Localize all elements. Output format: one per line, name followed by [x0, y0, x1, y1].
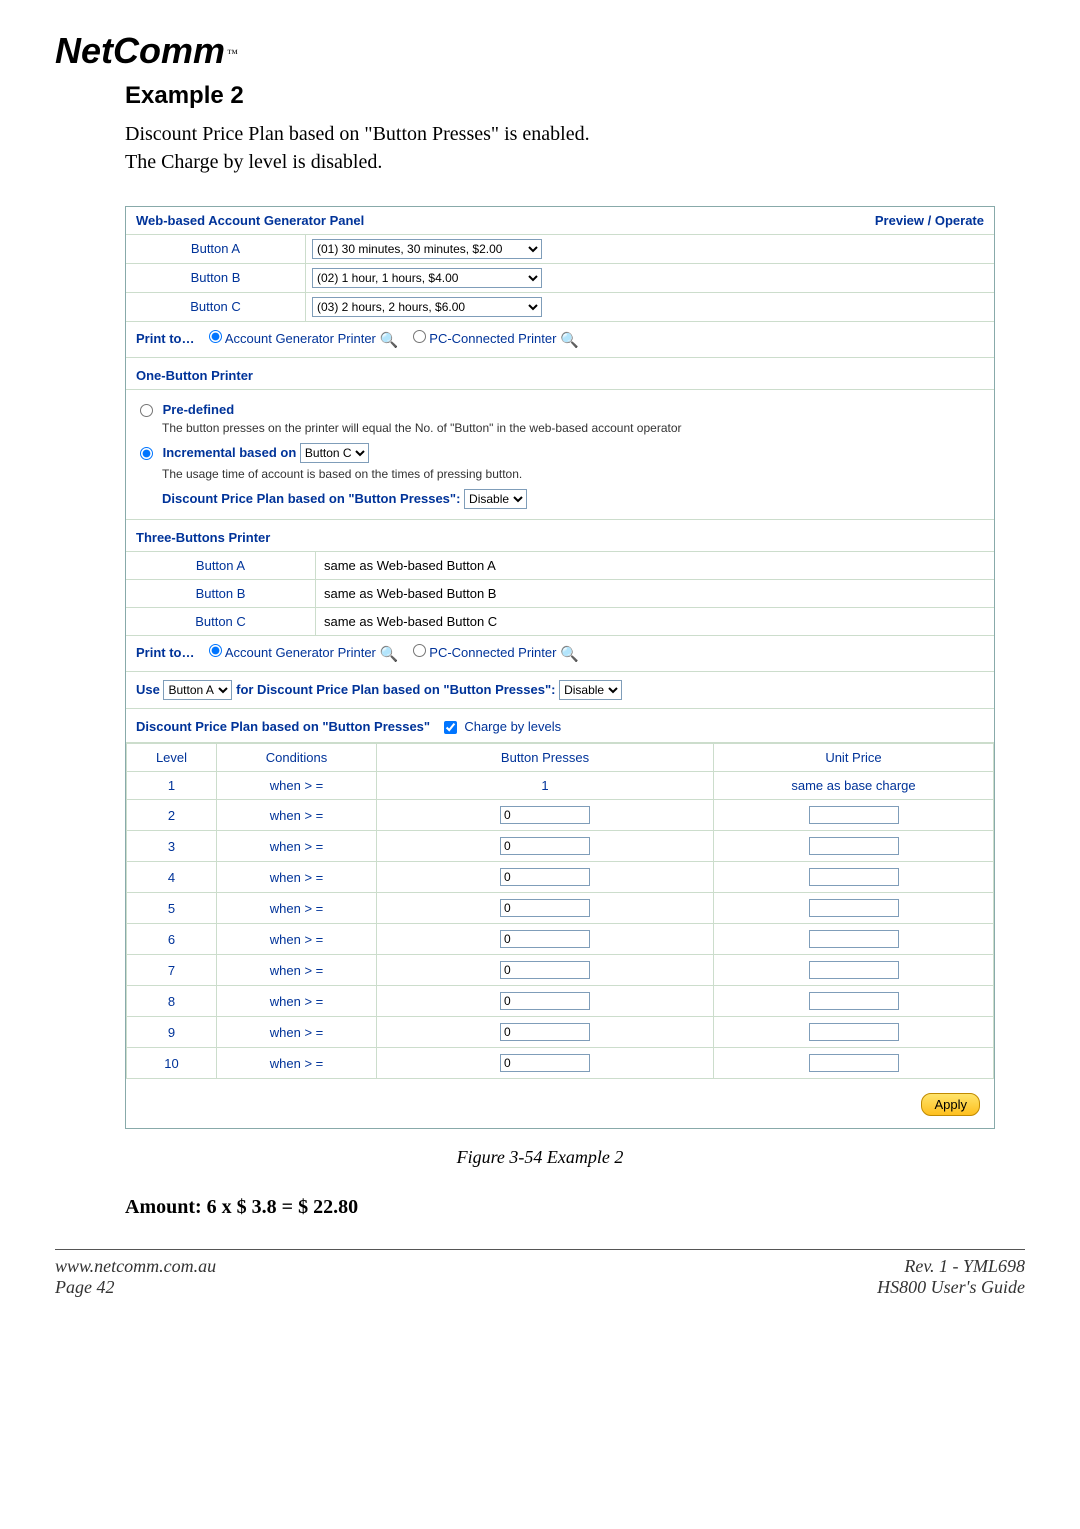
- col-price: Unit Price: [714, 744, 994, 772]
- button-a-label: Button A: [126, 235, 306, 263]
- one-btn-discount-select[interactable]: Disable: [464, 489, 527, 509]
- table-row: 4when > =: [127, 862, 994, 893]
- print-account-gen-radio[interactable]: [209, 330, 222, 343]
- presses-input[interactable]: [500, 899, 590, 917]
- three-a-val: same as Web-based Button A: [316, 552, 994, 579]
- incremental-label: Incremental based on: [163, 445, 297, 460]
- price-input[interactable]: [809, 899, 899, 917]
- three-print-pc-label: PC-Connected Printer: [429, 645, 556, 660]
- table-row: 9when > =: [127, 1017, 994, 1048]
- page-footer: www.netcomm.com.au Page 42 Rev. 1 - YML6…: [55, 1256, 1025, 1298]
- price-input[interactable]: [809, 837, 899, 855]
- footer-guide: HS800 User's Guide: [877, 1277, 1025, 1298]
- presses-input[interactable]: [500, 806, 590, 824]
- presses-input[interactable]: [500, 961, 590, 979]
- screenshot-panel: Web-based Account Generator Panel Previe…: [125, 206, 995, 1129]
- brand-logo: NetComm™: [55, 30, 1025, 72]
- search-icon[interactable]: 🔍: [560, 331, 579, 349]
- three-b-label: Button B: [126, 580, 316, 607]
- price-input[interactable]: [809, 868, 899, 886]
- table-row: 1 when > = 1 same as base charge: [127, 772, 994, 800]
- print-to-label: Print to…: [136, 331, 195, 346]
- col-level: Level: [127, 744, 217, 772]
- preview-operate-link[interactable]: Preview / Operate: [875, 213, 984, 228]
- heading-example: Example 2: [125, 82, 1025, 110]
- three-c-label: Button C: [126, 608, 316, 635]
- three-print-account-label: Account Generator Printer: [225, 645, 376, 660]
- logo-text: NetComm: [55, 30, 225, 72]
- levels-table: Level Conditions Button Presses Unit Pri…: [126, 743, 994, 1079]
- charge-by-levels-label: Charge by levels: [464, 719, 561, 734]
- price-input[interactable]: [809, 992, 899, 1010]
- panel-title: Web-based Account Generator Panel: [136, 213, 364, 228]
- presses-input[interactable]: [500, 868, 590, 886]
- table-row: 2when > =: [127, 800, 994, 831]
- button-b-select[interactable]: (02) 1 hour, 1 hours, $4.00: [312, 268, 542, 288]
- button-c-label: Button C: [126, 293, 306, 321]
- footer-divider: [55, 1249, 1025, 1250]
- logo-tm: ™: [227, 48, 238, 60]
- table-row: 10when > =: [127, 1048, 994, 1079]
- use-middle: for Discount Price Plan based on "Button…: [236, 682, 555, 697]
- intro-line-2: The Charge by level is disabled.: [125, 148, 1025, 176]
- print-account-gen-label: Account Generator Printer: [225, 331, 376, 346]
- price-input[interactable]: [809, 930, 899, 948]
- use-value-select[interactable]: Disable: [559, 680, 622, 700]
- presses-input[interactable]: [500, 1023, 590, 1041]
- predefined-desc: The button presses on the printer will e…: [162, 421, 980, 435]
- three-print-to-label: Print to…: [136, 645, 195, 660]
- price-input[interactable]: [809, 1023, 899, 1041]
- three-a-label: Button A: [126, 552, 316, 579]
- table-row: 5when > =: [127, 893, 994, 924]
- incremental-select[interactable]: Button C: [300, 443, 369, 463]
- three-button-title: Three-Buttons Printer: [126, 520, 994, 552]
- table-row: 7when > =: [127, 955, 994, 986]
- search-icon[interactable]: 🔍: [380, 331, 399, 349]
- footer-page: Page 42: [55, 1277, 216, 1298]
- one-btn-discount-label: Discount Price Plan based on "Button Pre…: [162, 491, 460, 506]
- print-to-web-row: Print to… Account Generator Printer 🔍 PC…: [126, 322, 994, 358]
- presses-input[interactable]: [500, 930, 590, 948]
- table-row: 3when > =: [127, 831, 994, 862]
- search-icon[interactable]: 🔍: [380, 645, 399, 663]
- three-c-val: same as Web-based Button C: [316, 608, 994, 635]
- use-prefix: Use: [136, 682, 160, 697]
- table-row: 8when > =: [127, 986, 994, 1017]
- presses-input[interactable]: [500, 837, 590, 855]
- predefined-label: Pre-defined: [163, 402, 235, 417]
- presses-input[interactable]: [500, 992, 590, 1010]
- col-presses: Button Presses: [377, 744, 714, 772]
- print-pc-radio[interactable]: [413, 330, 426, 343]
- predefined-radio[interactable]: [140, 404, 153, 417]
- button-b-label: Button B: [126, 264, 306, 292]
- amount-line: Amount: 6 x $ 3.8 = $ 22.80: [125, 1196, 1025, 1219]
- print-pc-label: PC-Connected Printer: [429, 331, 556, 346]
- price-input[interactable]: [809, 806, 899, 824]
- incremental-radio[interactable]: [140, 447, 153, 460]
- discount-header: Discount Price Plan based on "Button Pre…: [136, 719, 430, 734]
- search-icon[interactable]: 🔍: [560, 645, 579, 663]
- one-button-title: One-Button Printer: [126, 358, 994, 390]
- charge-by-levels-checkbox[interactable]: [444, 721, 457, 734]
- col-cond: Conditions: [217, 744, 377, 772]
- apply-button[interactable]: Apply: [921, 1093, 980, 1116]
- three-print-account-radio[interactable]: [209, 644, 222, 657]
- button-c-select[interactable]: (03) 2 hours, 2 hours, $6.00: [312, 297, 542, 317]
- three-print-pc-radio[interactable]: [413, 644, 426, 657]
- price-input[interactable]: [809, 961, 899, 979]
- intro-line-1: Discount Price Plan based on "Button Pre…: [125, 120, 1025, 148]
- use-select[interactable]: Button A: [163, 680, 232, 700]
- figure-caption: Figure 3-54 Example 2: [55, 1147, 1025, 1168]
- table-row: 6when > =: [127, 924, 994, 955]
- incremental-desc: The usage time of account is based on th…: [162, 467, 980, 481]
- button-a-select[interactable]: (01) 30 minutes, 30 minutes, $2.00: [312, 239, 542, 259]
- three-b-val: same as Web-based Button B: [316, 580, 994, 607]
- price-input[interactable]: [809, 1054, 899, 1072]
- footer-url: www.netcomm.com.au: [55, 1256, 216, 1277]
- three-print-to-row: Print to… Account Generator Printer 🔍 PC…: [126, 636, 994, 672]
- presses-input[interactable]: [500, 1054, 590, 1072]
- footer-rev: Rev. 1 - YML698: [877, 1256, 1025, 1277]
